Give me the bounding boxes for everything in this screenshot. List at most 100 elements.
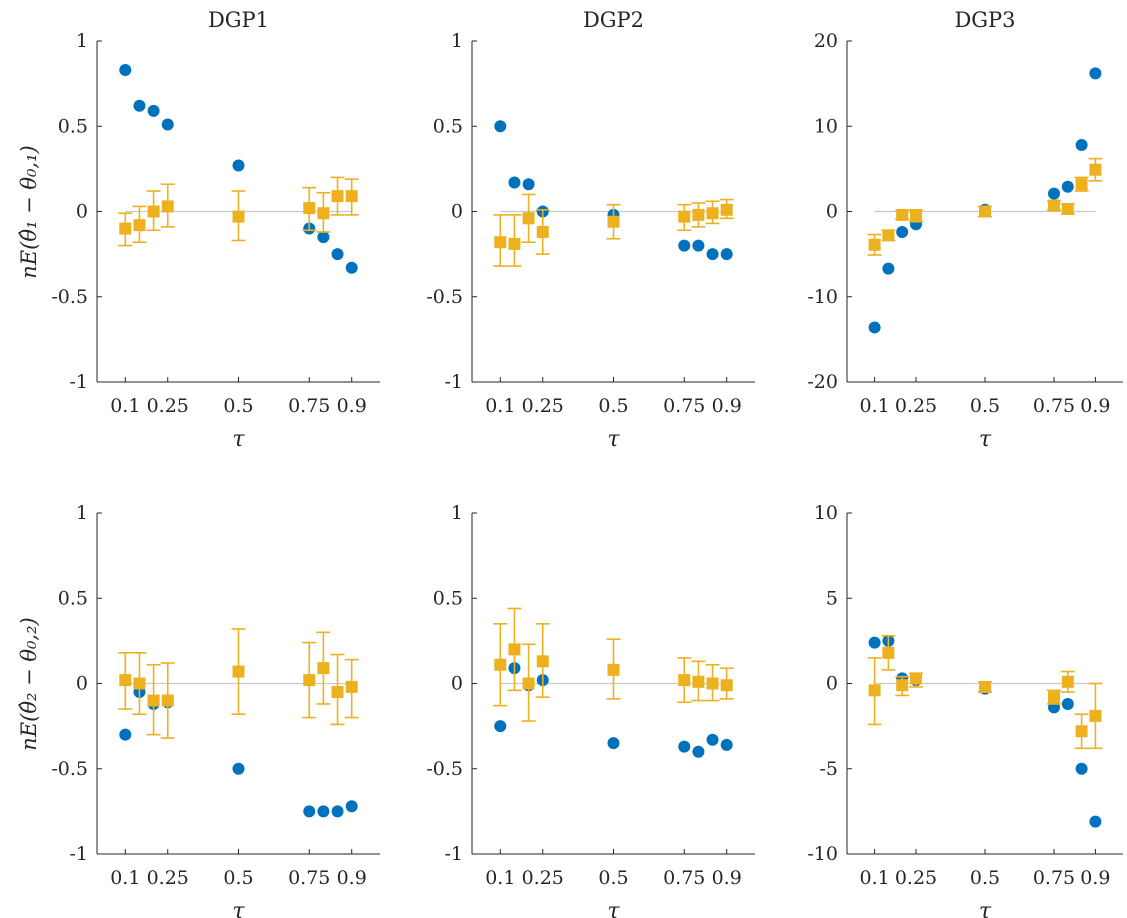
panel-5-square-point — [706, 677, 719, 690]
panel-1-ytick-label: 0 — [76, 201, 88, 223]
panel-5-square-point — [692, 675, 705, 688]
panel-3-square-point — [882, 229, 895, 242]
panel-6-square-point — [1048, 691, 1060, 704]
panel-5-ytick-label: -0.5 — [426, 758, 463, 780]
panel-4-square-point — [345, 680, 358, 693]
panel-6-ytick-label: -10 — [807, 843, 838, 865]
panel-3-ytick-label: 0 — [826, 201, 838, 223]
panel-4-ytick-label: 0 — [76, 673, 88, 695]
panel-1-xtick-label: 0.9 — [337, 395, 367, 417]
panel-1-xtick-label: 0.5 — [223, 395, 253, 417]
panel-2-square-point — [494, 236, 507, 249]
panel-5: -1 -0.5 0 0.5 1 0.1 0.25 0.5 0.75 0.9 τ — [426, 502, 755, 918]
panel-3-square-point — [979, 205, 991, 218]
panel-4-square-point — [331, 686, 344, 699]
panel-5-circle-point — [678, 740, 691, 753]
panel-4-square-point — [161, 694, 174, 707]
panel-5-circle-point — [494, 720, 507, 733]
panel-1-title: DGP1 — [208, 8, 269, 32]
panel-4-square-point — [303, 674, 316, 687]
panel-4-square-point — [133, 677, 146, 690]
panel-6-square-point — [1075, 725, 1088, 738]
panel-5-square-point — [678, 674, 691, 687]
panel-2-square-point — [522, 212, 535, 225]
panel-6-circle-point — [1061, 697, 1074, 710]
panel-2-square-point — [508, 237, 521, 250]
panel-3-circle-point — [882, 262, 895, 275]
panel-1-xtick-label: 0.1 — [110, 395, 140, 417]
panel-3-circle-point — [1048, 187, 1060, 200]
panel-3-circle-point — [1089, 67, 1102, 80]
panel-6-square-point — [868, 684, 881, 697]
panel-3-square-point — [1061, 202, 1074, 215]
panel-6-ytick-label: 0 — [826, 673, 838, 695]
panel-6-xtick-label: 0.5 — [970, 867, 1000, 889]
panel-1-square-point — [331, 190, 344, 203]
panel-2-xtick-label: 0.25 — [522, 395, 564, 417]
panel-1-xlabel: τ — [232, 427, 245, 452]
panel-4-square-point — [119, 674, 132, 687]
panel-4-xtick-label: 0.9 — [337, 867, 367, 889]
panel-3-square-point — [1089, 163, 1102, 176]
panel-2-ytick-label: -0.5 — [426, 286, 463, 308]
panel-6-circle-point — [1089, 815, 1102, 828]
panel-3-xtick-label: 0.9 — [1080, 395, 1110, 417]
panel-4-circle-point — [119, 728, 132, 741]
panel-4-square-point — [232, 665, 245, 678]
panel-2-ytick-label: 1 — [451, 30, 463, 52]
panel-6-circle-point — [868, 636, 881, 649]
panel-6-circle-point — [1075, 762, 1088, 775]
panel-6-square-point — [882, 646, 895, 659]
panel-2-circle-point — [494, 120, 507, 133]
panel-4-circle-point — [345, 800, 358, 813]
panel-6-xtick-label: 0.9 — [1080, 867, 1110, 889]
panel-1-circle-point — [232, 159, 245, 172]
panel-2-ytick-label: 0.5 — [433, 115, 463, 137]
panel-4-ytick-label: 1 — [76, 502, 88, 524]
panel-3-title: DGP3 — [954, 8, 1015, 32]
panel-2-circle-point — [678, 239, 691, 252]
panel-1-xtick-label: 0.75 — [288, 395, 330, 417]
panel-1-ytick-label: -1 — [69, 371, 88, 393]
panel-6-ytick-label: 5 — [826, 587, 838, 609]
panel-3-xtick-label: 0.1 — [859, 395, 889, 417]
panel-5-square-point — [522, 677, 535, 690]
panel-5-circle-point — [607, 737, 620, 750]
panel-2-circle-point — [720, 248, 733, 261]
panel-1-circle-point — [345, 261, 358, 274]
panel-3-square-point — [868, 238, 881, 251]
panel-3: -20 -10 0 10 20 0.1 0.25 0.5 0.75 0.9 τ DGP3 — [807, 8, 1123, 452]
panel-3-xtick-label: 0.75 — [1033, 395, 1075, 417]
panel-6-square-point — [1089, 709, 1102, 722]
panel-3-square-point — [1075, 178, 1088, 191]
panel-5-square-point — [536, 655, 549, 668]
panel-3-square-point — [910, 209, 922, 222]
panel-3-ytick-label: 10 — [814, 115, 838, 137]
panel-5-ytick-label: 0.5 — [433, 587, 463, 609]
panel-3-square-point — [896, 208, 909, 221]
panel-5-xtick-label: 0.9 — [712, 867, 742, 889]
panel-1-xtick-label: 0.25 — [147, 395, 189, 417]
panel-6: -10 -5 0 5 10 0.1 0.25 0.5 0.75 0.9 τ — [807, 502, 1123, 918]
panel-4-ytick-label: -1 — [69, 843, 88, 865]
panel-5-square-point — [607, 663, 620, 676]
panel-2-square-point — [692, 208, 705, 221]
panel-6-square-point — [910, 672, 922, 685]
panel-6-xtick-label: 0.75 — [1033, 867, 1075, 889]
panel-5-circle-point — [692, 745, 705, 758]
panel-5-xtick-label: 0.5 — [598, 867, 628, 889]
panel-4-xtick-label: 0.5 — [223, 867, 253, 889]
panel-1-square-point — [303, 202, 316, 215]
panel-2: -1 -0.5 0 0.5 1 0.1 0.25 0.5 0.75 0.9 τ DGP2 — [426, 8, 755, 452]
panel-2-xtick-label: 0.5 — [598, 395, 628, 417]
panel-4-xlabel: τ — [232, 899, 245, 918]
panel-5-xtick-label: 0.25 — [522, 867, 564, 889]
panel-1-circle-point — [317, 231, 330, 244]
panel-5-circle-point — [720, 738, 733, 751]
panel-3-ytick-label: -20 — [807, 371, 838, 393]
panel-3-circle-point — [868, 321, 881, 334]
panel-2-xtick-label: 0.75 — [663, 395, 705, 417]
panel-4-xtick-label: 0.1 — [110, 867, 140, 889]
panel-3-circle-point — [1061, 180, 1074, 193]
panel-1-circle-point — [133, 99, 146, 112]
